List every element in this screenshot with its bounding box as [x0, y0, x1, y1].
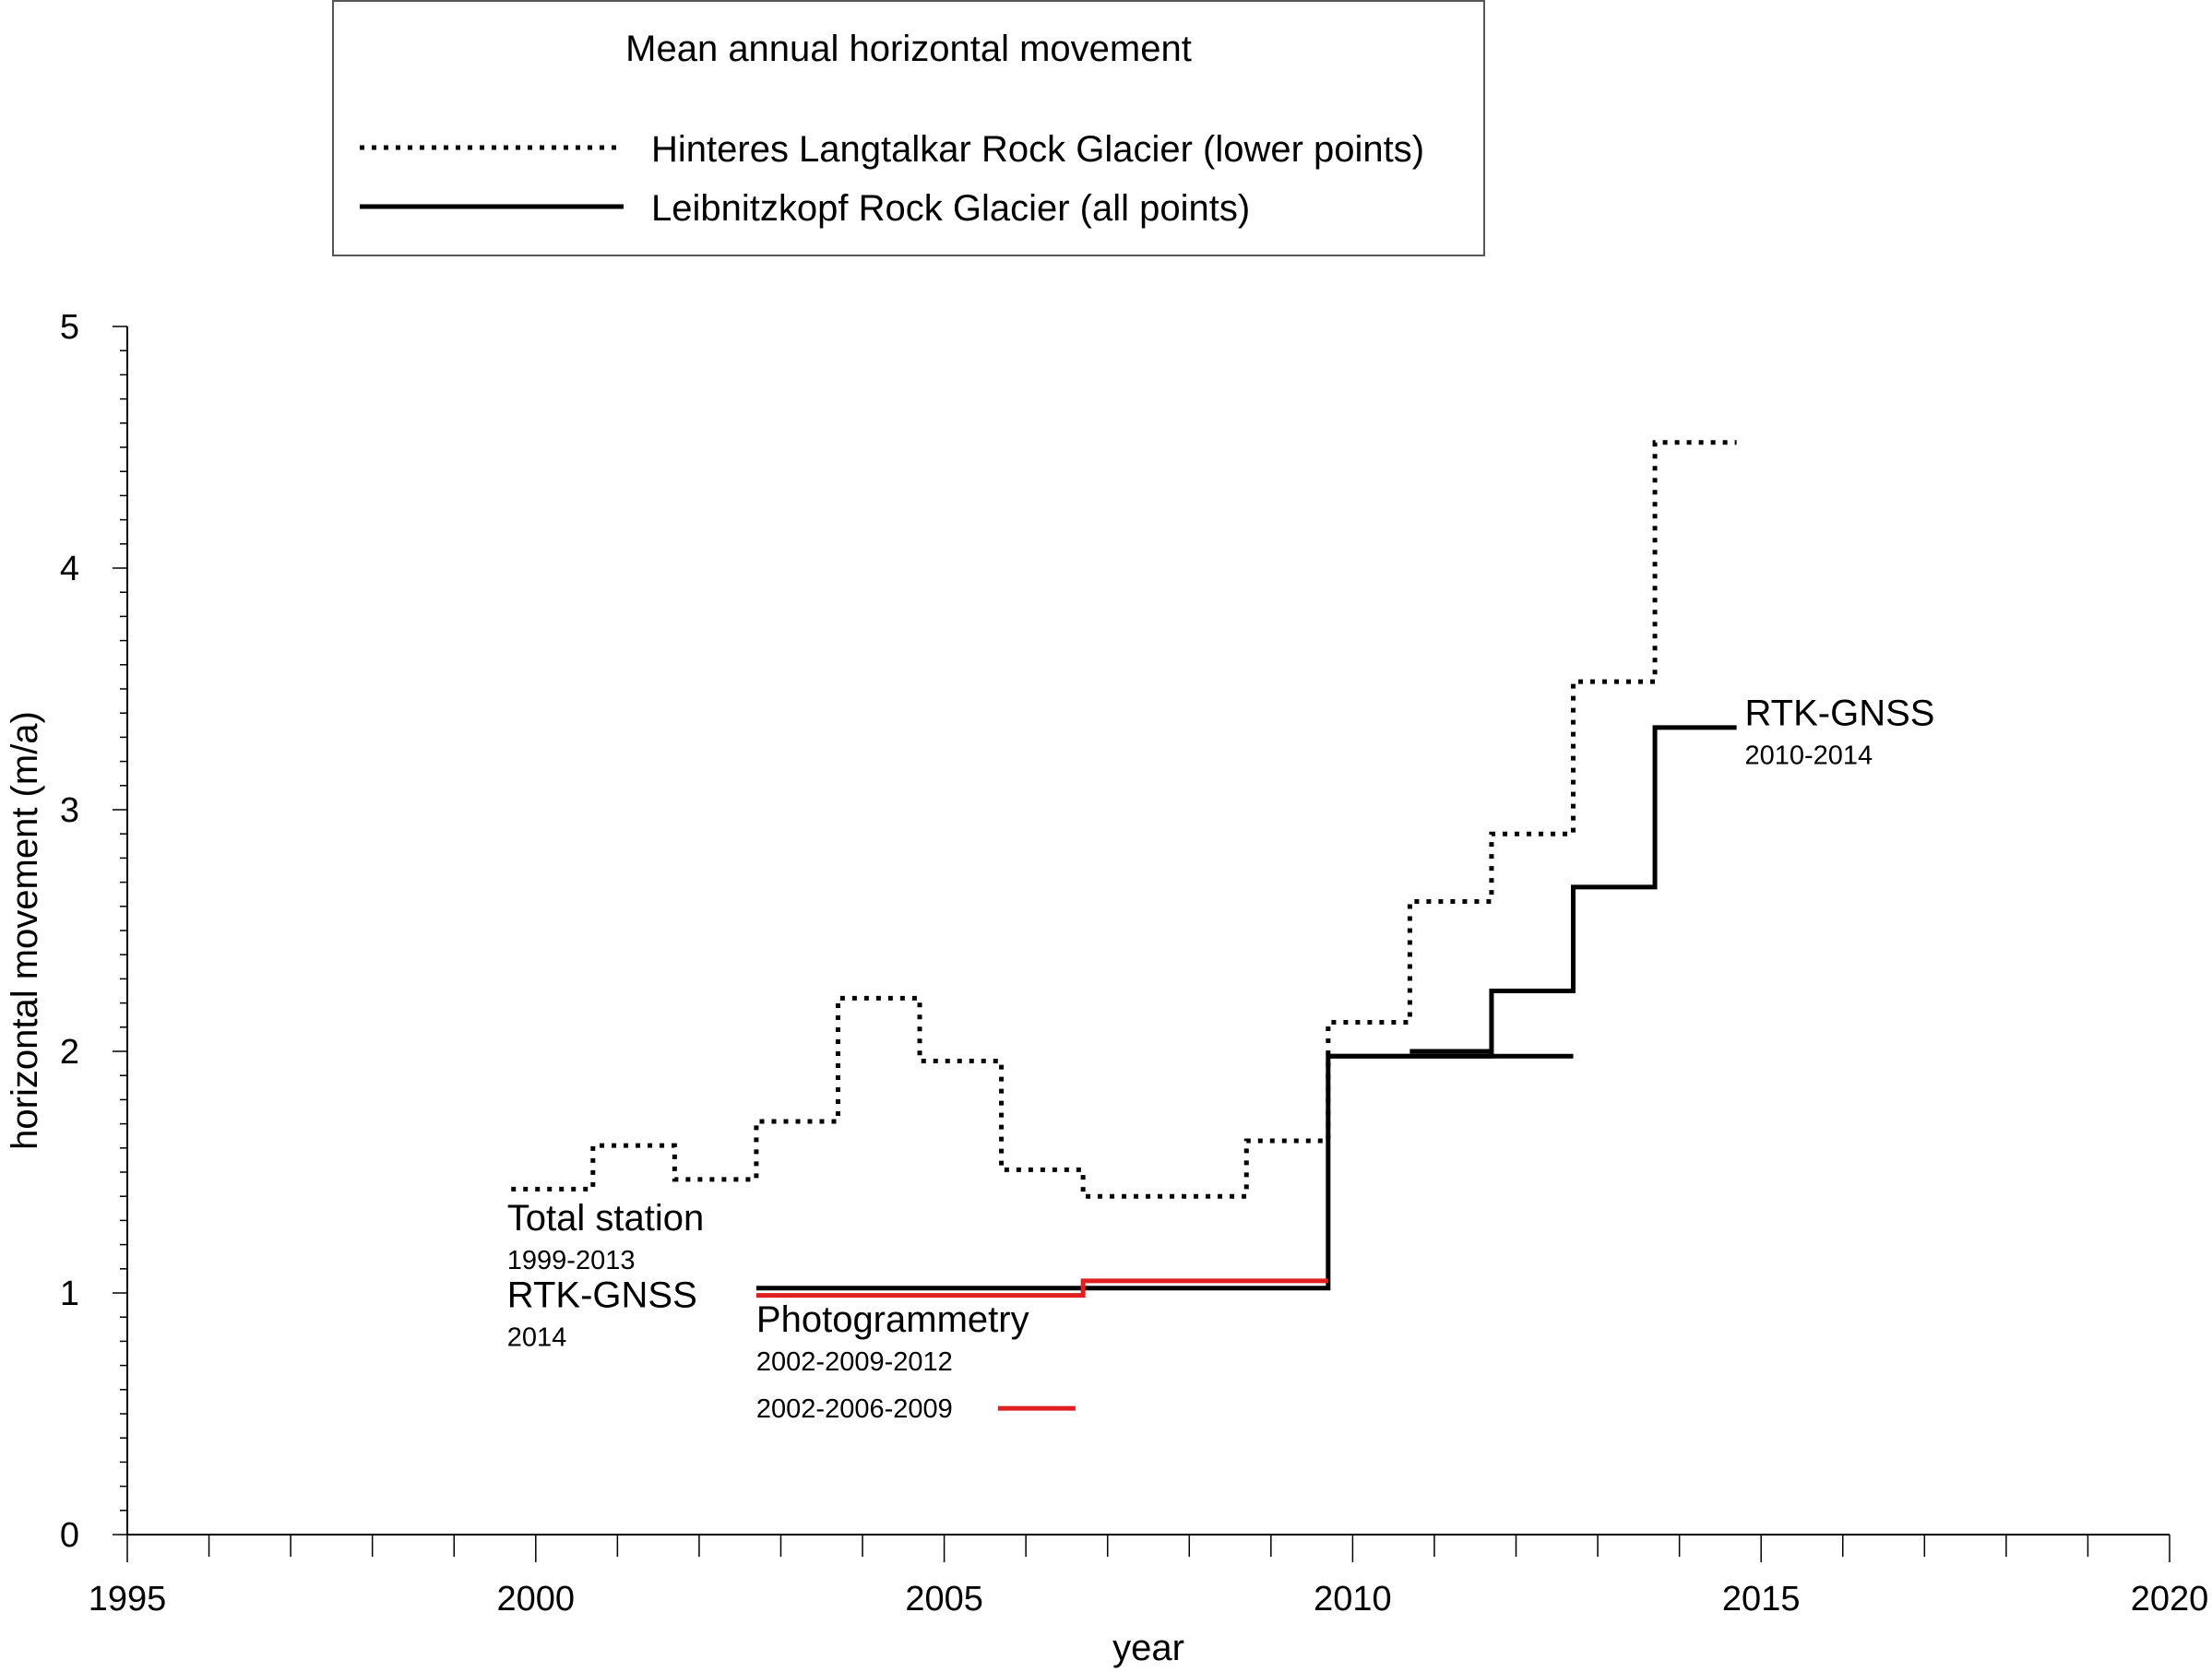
y-tick-label: 2 [60, 1033, 79, 1072]
annotation-title: RTK-GNSS [507, 1275, 697, 1316]
legend-title: Mean annual horizontal movement [625, 29, 1192, 69]
series-2 [1327, 1049, 1574, 1059]
x-axis-tick-labels: 1995 2000 2005 2010 2015 2020 [89, 1580, 2209, 1619]
annotation-period: 2002-2009-2012 [756, 1347, 953, 1377]
annotation: RTK-GNSS 2014 [507, 1275, 697, 1353]
annotation: Total station 1999-2013 [507, 1198, 704, 1275]
annotation-title: RTK-GNSS [1744, 693, 1934, 733]
annotation-period: 1999-2013 [507, 1246, 636, 1275]
y-axis-ticks [113, 326, 127, 1536]
y-tick-label: 5 [60, 308, 79, 347]
y-axis-label: horizontal movement (m/a) [5, 711, 45, 1150]
legend-entry-hinteres-langtalkar: Hinteres Langtalkar Rock Glacier (lower … [651, 129, 1424, 170]
y-axis-tick-labels: 0 1 2 3 4 5 [60, 308, 79, 1555]
annotation-title: Photogrammetry [756, 1299, 1029, 1340]
x-tick-label: 1995 [89, 1580, 167, 1619]
axes: 0 1 2 3 4 5 1995 2000 2005 2010 2015 2020 year hor… [5, 308, 2208, 1668]
x-axis-ticks [126, 1535, 2170, 1562]
y-tick-label: 3 [60, 791, 79, 830]
y-tick-label: 1 [60, 1275, 79, 1313]
legend: Mean annual horizontal movement Hinteres… [332, 0, 1485, 256]
annotation: 2002-2006-2009 [756, 1394, 1076, 1424]
series-line [755, 1278, 1328, 1298]
annotation: Photogrammetry 2002-2009-2012 [756, 1299, 1029, 1377]
y-tick-label: 4 [60, 550, 79, 588]
annotation-period: 2010-2014 [1744, 741, 1873, 770]
series-3 [755, 1278, 1328, 1298]
legend-frame [332, 0, 1485, 256]
series-line [511, 440, 1737, 1199]
x-tick-label: 2005 [905, 1580, 983, 1619]
x-tick-label: 2010 [1314, 1580, 1392, 1619]
x-tick-label: 2015 [1722, 1580, 1801, 1619]
y-tick-label: 0 [60, 1516, 79, 1555]
x-axis-label: year [1112, 1628, 1184, 1668]
annotation-period: 2002-2006-2009 [756, 1394, 953, 1424]
x-tick-label: 2020 [2131, 1580, 2209, 1619]
annotation-period: 2014 [507, 1323, 567, 1353]
legend-entry-leibnitzkopf: Leibnitzkopf Rock Glacier (all points) [651, 188, 1250, 229]
annotation: RTK-GNSS 2010-2014 [1744, 693, 1934, 770]
plot-area [511, 440, 1737, 1298]
series-0 [511, 440, 1737, 1199]
x-tick-label: 2000 [497, 1580, 576, 1619]
series-line [755, 725, 1737, 1291]
series-1 [755, 725, 1737, 1291]
annotation-title: Total station [507, 1198, 704, 1239]
